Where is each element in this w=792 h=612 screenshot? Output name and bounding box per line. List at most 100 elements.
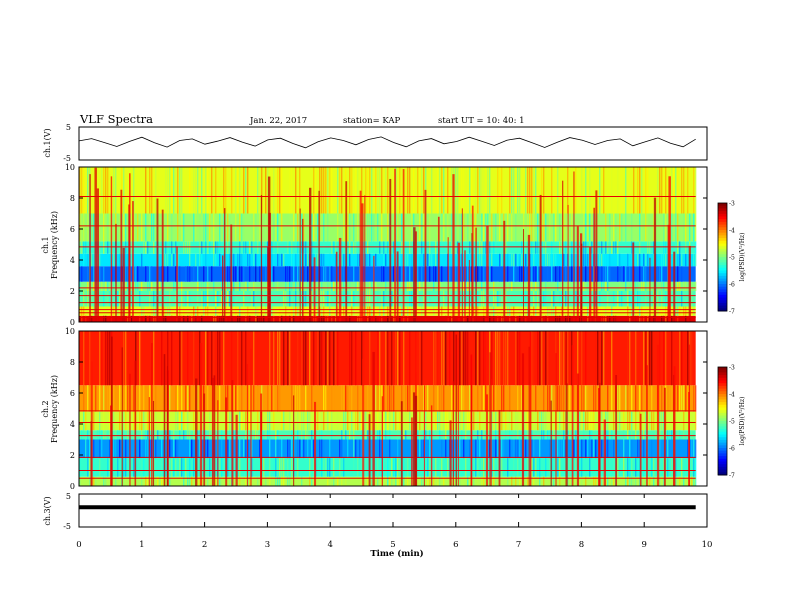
spectrogram-texture bbox=[141, 281, 143, 291]
spectrogram-texture bbox=[307, 439, 309, 459]
spectrogram-texture bbox=[153, 331, 155, 386]
spectrogram-texture bbox=[547, 385, 549, 412]
spectrogram-texture bbox=[267, 385, 269, 412]
spectrogram-texture bbox=[477, 476, 479, 486]
sferic-streak bbox=[475, 227, 477, 322]
spectrogram-texture bbox=[321, 439, 323, 459]
spectrogram-texture bbox=[167, 253, 169, 267]
spectrogram-texture bbox=[637, 458, 639, 477]
spectrogram-texture bbox=[125, 213, 127, 242]
spectrogram-texture bbox=[285, 291, 287, 307]
spectrogram-texture bbox=[457, 266, 459, 282]
spectrogram-texture bbox=[465, 458, 467, 477]
spectrogram-texture bbox=[307, 281, 309, 291]
spectrogram-texture bbox=[533, 331, 535, 386]
sferic-streak bbox=[412, 392, 416, 486]
spectrogram-texture bbox=[641, 306, 643, 316]
spectrogram-texture bbox=[587, 281, 589, 291]
spectrogram-texture bbox=[187, 411, 189, 431]
sferic-streak bbox=[260, 393, 263, 486]
spectrogram-texture bbox=[257, 306, 259, 316]
spectrogram-texture bbox=[515, 476, 517, 486]
spectrogram-texture bbox=[205, 281, 207, 291]
spectrogram-texture bbox=[407, 167, 409, 214]
spectrogram-texture bbox=[365, 411, 367, 431]
spectrogram-texture bbox=[485, 331, 487, 386]
spectrogram-texture bbox=[417, 476, 419, 486]
spectrogram-texture bbox=[501, 241, 503, 254]
spectrogram-texture bbox=[439, 476, 441, 486]
spectrogram-texture bbox=[565, 291, 567, 307]
spectrogram-texture bbox=[461, 167, 463, 214]
ytick-label: 2 bbox=[70, 287, 75, 296]
spectrogram-texture bbox=[405, 476, 407, 486]
spectrogram-texture bbox=[253, 385, 255, 412]
spectrogram-texture bbox=[693, 458, 695, 477]
spectrogram-texture bbox=[343, 439, 345, 459]
spectrogram-texture bbox=[469, 385, 471, 412]
spectrogram-texture bbox=[517, 458, 519, 477]
spectrogram-texture bbox=[383, 411, 385, 431]
colorbar-step bbox=[718, 289, 727, 293]
spectrogram-texture bbox=[389, 385, 391, 412]
spectrogram-texture bbox=[579, 411, 581, 431]
spectrogram-texture bbox=[591, 266, 593, 282]
spectrogram-texture bbox=[377, 291, 379, 307]
spectrogram-texture bbox=[383, 253, 385, 267]
spectrogram-texture bbox=[393, 266, 395, 282]
sferic-streak bbox=[129, 173, 131, 322]
spectrogram-texture bbox=[481, 385, 483, 412]
spectrogram-texture bbox=[329, 306, 331, 316]
spectrogram-texture bbox=[303, 439, 305, 459]
spectrogram-texture bbox=[267, 167, 269, 214]
spectrogram-texture bbox=[185, 241, 187, 254]
spectrogram-texture bbox=[587, 213, 589, 242]
spectrogram-texture bbox=[645, 476, 647, 486]
spectrogram-texture bbox=[401, 241, 403, 254]
spectrogram-texture bbox=[459, 167, 461, 214]
sferic-streak bbox=[457, 242, 461, 322]
spectrogram-texture bbox=[407, 281, 409, 291]
spectrogram-texture bbox=[203, 291, 205, 307]
spectrogram-texture bbox=[675, 476, 677, 486]
spectrogram-texture bbox=[323, 306, 325, 316]
spectrogram-texture bbox=[405, 266, 407, 282]
spectrogram-texture bbox=[155, 241, 157, 254]
spectrogram-texture bbox=[245, 331, 247, 386]
spectrogram-texture bbox=[453, 331, 455, 386]
spectrogram-texture bbox=[607, 315, 609, 322]
spectrogram-texture bbox=[287, 266, 289, 282]
spectrogram-texture bbox=[323, 385, 325, 412]
spectrogram-texture bbox=[295, 306, 297, 316]
spectrogram-texture bbox=[197, 458, 199, 477]
spectrogram-texture bbox=[309, 458, 311, 477]
spectrogram-texture bbox=[637, 385, 639, 412]
spectrogram-texture bbox=[385, 167, 387, 214]
spectrogram-texture bbox=[563, 291, 565, 307]
spectrogram-texture bbox=[189, 476, 191, 486]
spectrogram-texture bbox=[515, 430, 517, 440]
spectrogram-texture bbox=[311, 241, 313, 254]
spectrogram-texture bbox=[81, 315, 83, 322]
spectrogram-texture bbox=[631, 306, 633, 316]
spectrogram-texture bbox=[141, 331, 143, 386]
spectrogram-texture bbox=[505, 241, 507, 254]
spectrogram-texture bbox=[99, 430, 101, 440]
spectrogram-texture bbox=[391, 241, 393, 254]
spectrogram-texture bbox=[399, 411, 401, 431]
spectrogram-texture bbox=[609, 213, 611, 242]
spectrogram-texture bbox=[397, 439, 399, 459]
spectrogram-texture bbox=[537, 458, 539, 477]
colorbar-step bbox=[718, 216, 727, 220]
spectrogram-texture bbox=[317, 213, 319, 242]
spectrogram-texture bbox=[507, 241, 509, 254]
spectrogram-texture bbox=[259, 213, 261, 242]
spectrogram-texture bbox=[79, 167, 81, 214]
sferic-streak bbox=[437, 216, 440, 322]
spectrogram-texture bbox=[213, 241, 215, 254]
spectrogram-texture bbox=[475, 331, 477, 386]
spectrogram-texture bbox=[495, 213, 497, 242]
spectrogram-texture bbox=[161, 476, 163, 486]
spectrogram-texture bbox=[125, 458, 127, 477]
spectrogram-texture bbox=[325, 331, 327, 386]
